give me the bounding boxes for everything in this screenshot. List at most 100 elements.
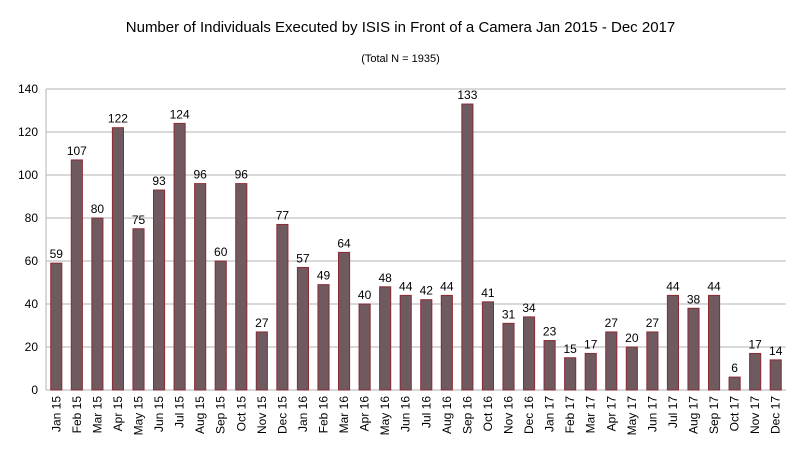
y-tick-label: 20 (25, 340, 39, 354)
data-label: 124 (170, 107, 190, 121)
x-tick-label: Jun 16 (399, 396, 413, 432)
data-label: 38 (687, 292, 701, 306)
data-label: 27 (255, 316, 269, 330)
y-tick-label: 120 (18, 125, 38, 139)
y-tick-label: 0 (31, 383, 38, 397)
x-tick-label: Oct 16 (481, 396, 495, 432)
data-label: 44 (666, 279, 680, 293)
x-tick-label: Dec 16 (522, 396, 536, 434)
y-tick-label: 40 (25, 297, 39, 311)
data-label: 42 (420, 284, 434, 298)
x-tick-label: Jul 17 (666, 396, 680, 428)
bar (91, 217, 104, 391)
x-tick-label: Jan 17 (543, 396, 557, 432)
data-label: 122 (108, 112, 128, 126)
data-label: 60 (214, 245, 228, 259)
bar (255, 331, 268, 391)
bar (769, 359, 782, 391)
data-label: 49 (317, 269, 331, 283)
bar (317, 284, 330, 391)
y-tick-label: 60 (25, 254, 39, 268)
bar (235, 183, 248, 391)
data-label: 80 (91, 202, 105, 216)
bar (379, 286, 392, 391)
data-label: 77 (276, 208, 290, 222)
chart-subtitle: (Total N = 1935) (361, 53, 440, 65)
x-tick-label: Feb 15 (70, 396, 84, 434)
x-tick-label: Feb 17 (563, 396, 577, 434)
x-tick-label: Dec 15 (275, 396, 289, 434)
bar (666, 294, 679, 391)
data-label: 23 (543, 325, 557, 339)
bar (461, 103, 474, 391)
x-tick-label: May 15 (132, 396, 146, 436)
bar (543, 340, 556, 391)
x-tick-label: Aug 15 (193, 396, 207, 434)
x-tick-label: Apr 16 (358, 396, 372, 432)
bar (70, 159, 83, 391)
x-tick-label: Oct 17 (728, 396, 742, 432)
data-label: 20 (625, 331, 639, 345)
data-label: 17 (584, 337, 598, 351)
bar (523, 316, 536, 391)
x-tick-label: Dec 17 (769, 396, 783, 434)
bar (399, 294, 412, 391)
data-label: 96 (235, 168, 249, 182)
data-label: 64 (337, 236, 351, 250)
x-tick-label: Apr 15 (111, 396, 125, 432)
x-tick-label: Jul 16 (419, 396, 433, 428)
bar (728, 376, 741, 391)
bar (153, 189, 166, 391)
x-tick-label: May 16 (378, 396, 392, 436)
x-tick-label: Feb 16 (317, 396, 331, 434)
bar (605, 331, 618, 391)
y-tick-label: 100 (18, 168, 38, 182)
bar (564, 357, 577, 391)
x-tick-label: Aug 16 (440, 396, 454, 434)
data-label: 133 (457, 88, 477, 102)
data-label: 27 (605, 316, 619, 330)
bar (584, 352, 597, 391)
bar (625, 346, 638, 391)
bar (194, 183, 207, 391)
bar (111, 127, 124, 391)
bar (132, 228, 145, 391)
x-tick-label: Jan 15 (49, 396, 63, 432)
data-label: 44 (707, 279, 721, 293)
x-tick-label: Sep 15 (214, 396, 228, 434)
data-label: 15 (563, 342, 577, 356)
data-label: 6 (731, 361, 738, 375)
bar (708, 294, 721, 391)
y-tick-label: 140 (18, 82, 38, 96)
bar (276, 223, 289, 391)
x-tick-label: Nov 16 (502, 396, 516, 434)
x-tick-label: Mar 16 (337, 396, 351, 434)
bar (50, 262, 63, 391)
bar (214, 260, 227, 391)
chart-title: Number of Individuals Executed by ISIS i… (125, 19, 676, 36)
data-label: 75 (132, 213, 146, 227)
bar (173, 122, 186, 391)
data-label: 17 (748, 337, 762, 351)
x-tick-label: Apr 17 (604, 396, 618, 432)
x-tick-label: Jan 16 (296, 396, 310, 432)
y-tick-label: 80 (25, 211, 39, 225)
data-label: 14 (769, 344, 783, 358)
data-label: 48 (378, 271, 392, 285)
bar (687, 307, 700, 391)
x-tick-label: Jun 15 (152, 396, 166, 432)
data-label: 107 (67, 144, 87, 158)
x-tick-label: Sep 16 (460, 396, 474, 434)
data-label: 93 (152, 174, 166, 188)
data-label: 31 (502, 307, 516, 321)
data-label: 34 (522, 301, 536, 315)
x-tick-label: Mar 15 (90, 396, 104, 434)
bar (481, 301, 494, 391)
data-label: 44 (399, 279, 413, 293)
bar (358, 303, 371, 391)
x-tick-label: Jun 17 (645, 396, 659, 432)
x-tick-label: Aug 17 (687, 396, 701, 434)
bar (440, 294, 453, 391)
bar (420, 299, 433, 391)
